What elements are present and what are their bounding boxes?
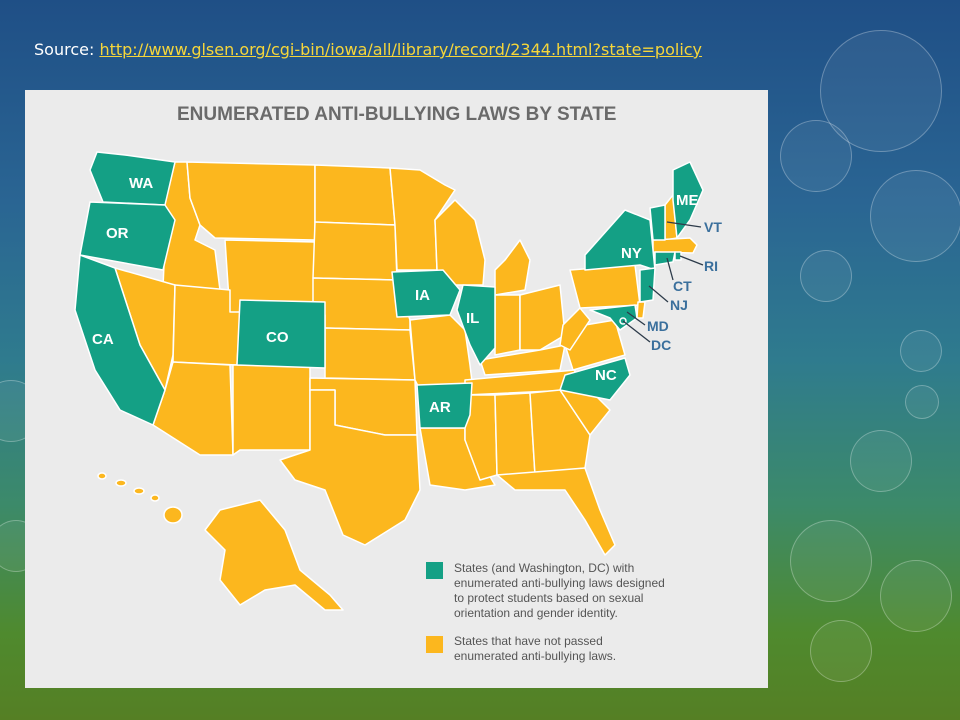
legend-text-enumerated-4: orientation and gender identity. <box>454 606 618 620</box>
state-DE <box>636 301 646 319</box>
state-MI <box>494 239 531 296</box>
state-RI <box>674 251 682 261</box>
state-OR <box>79 201 176 271</box>
callout-lines <box>622 221 704 343</box>
background-bubble <box>780 120 852 192</box>
state-FL <box>496 467 616 556</box>
state-AR <box>416 382 473 429</box>
background-bubble <box>870 170 960 262</box>
callout-label-dc: DC <box>651 337 671 353</box>
callout-label-vt: VT <box>704 219 722 235</box>
state-KY <box>479 344 566 376</box>
state-NJ <box>639 267 656 303</box>
legend-text-enumerated-3: to protect students based on sexual <box>454 591 643 605</box>
background-bubble <box>900 330 942 372</box>
state-HI-island <box>163 506 183 524</box>
legend-text-not-passed-1: States that have not passed <box>454 634 603 648</box>
state-HI-island <box>133 487 145 495</box>
legend-text-enumerated-2: enumerated anti-bullying laws designed <box>454 576 665 590</box>
state-KS <box>324 327 416 381</box>
states-not-passed <box>97 161 698 611</box>
legend-swatch-enumerated <box>426 562 443 579</box>
state-label-me: ME <box>676 192 699 209</box>
states-enumerated <box>74 151 704 429</box>
state-label-ca: CA <box>92 331 114 348</box>
callout-label-ri: RI <box>704 258 718 274</box>
state-label-il: IL <box>466 310 479 327</box>
state-label-wa: WA <box>129 175 153 192</box>
state-HI-island <box>97 472 107 480</box>
state-UT <box>172 284 241 366</box>
state-label-co: CO <box>266 329 289 346</box>
state-NM <box>232 364 311 456</box>
state-VT <box>649 204 666 241</box>
state-IA <box>391 269 461 318</box>
state-CA <box>74 254 166 426</box>
legend-swatch-not-passed <box>426 636 443 653</box>
state-AK <box>204 499 344 611</box>
source-label: Source: <box>34 40 95 59</box>
callout-label-md: MD <box>647 318 669 334</box>
state-MT <box>186 161 316 241</box>
state-OH <box>519 284 566 351</box>
state-label-ny: NY <box>621 245 642 262</box>
state-label-ia: IA <box>415 287 430 304</box>
background-bubble <box>800 250 852 302</box>
state-label-nc: NC <box>595 367 617 384</box>
state-ME <box>672 161 704 239</box>
state-ND <box>314 164 396 226</box>
state-HI-island <box>115 479 127 487</box>
background-bubble <box>810 620 872 682</box>
state-PA <box>569 264 641 309</box>
background-bubble <box>850 430 912 492</box>
state-AL <box>494 392 536 476</box>
map-card: ENUMERATED ANTI-BULLYING LAWS BY STATE <box>25 90 768 688</box>
state-MO <box>409 314 474 391</box>
background-bubble <box>790 520 872 602</box>
state-MS <box>464 394 498 481</box>
callout-label-ct: CT <box>673 278 692 294</box>
state-NC <box>559 357 631 401</box>
state-IL <box>456 284 496 366</box>
state-label-ar: AR <box>429 399 451 416</box>
callout-label-nj: NJ <box>670 297 688 313</box>
state-label-or: OR <box>106 225 129 242</box>
background-bubble <box>880 560 952 632</box>
state-NY <box>584 209 656 271</box>
map-title: ENUMERATED ANTI-BULLYING LAWS BY STATE <box>177 104 616 125</box>
state-CO <box>236 299 326 369</box>
state-TX <box>279 389 421 546</box>
source-line: Source: http://www.glsen.org/cgi-bin/iow… <box>34 40 702 59</box>
background-bubble <box>905 385 939 419</box>
legend-text-not-passed-2: enumerated anti-bullying laws. <box>454 649 616 663</box>
state-CT <box>654 251 676 266</box>
state-HI-island <box>150 494 160 502</box>
state-GA <box>529 389 591 476</box>
source-link[interactable]: http://www.glsen.org/cgi-bin/iowa/all/li… <box>99 40 703 59</box>
state-SD <box>312 221 398 281</box>
state-WV <box>559 307 591 351</box>
us-map-figure: ENUMERATED ANTI-BULLYING LAWS BY STATE <box>74 104 722 663</box>
map-legend: States (and Washington, DC) with enumera… <box>426 561 665 663</box>
legend-text-enumerated-1: States (and Washington, DC) with <box>454 561 634 575</box>
state-IN <box>494 294 521 356</box>
